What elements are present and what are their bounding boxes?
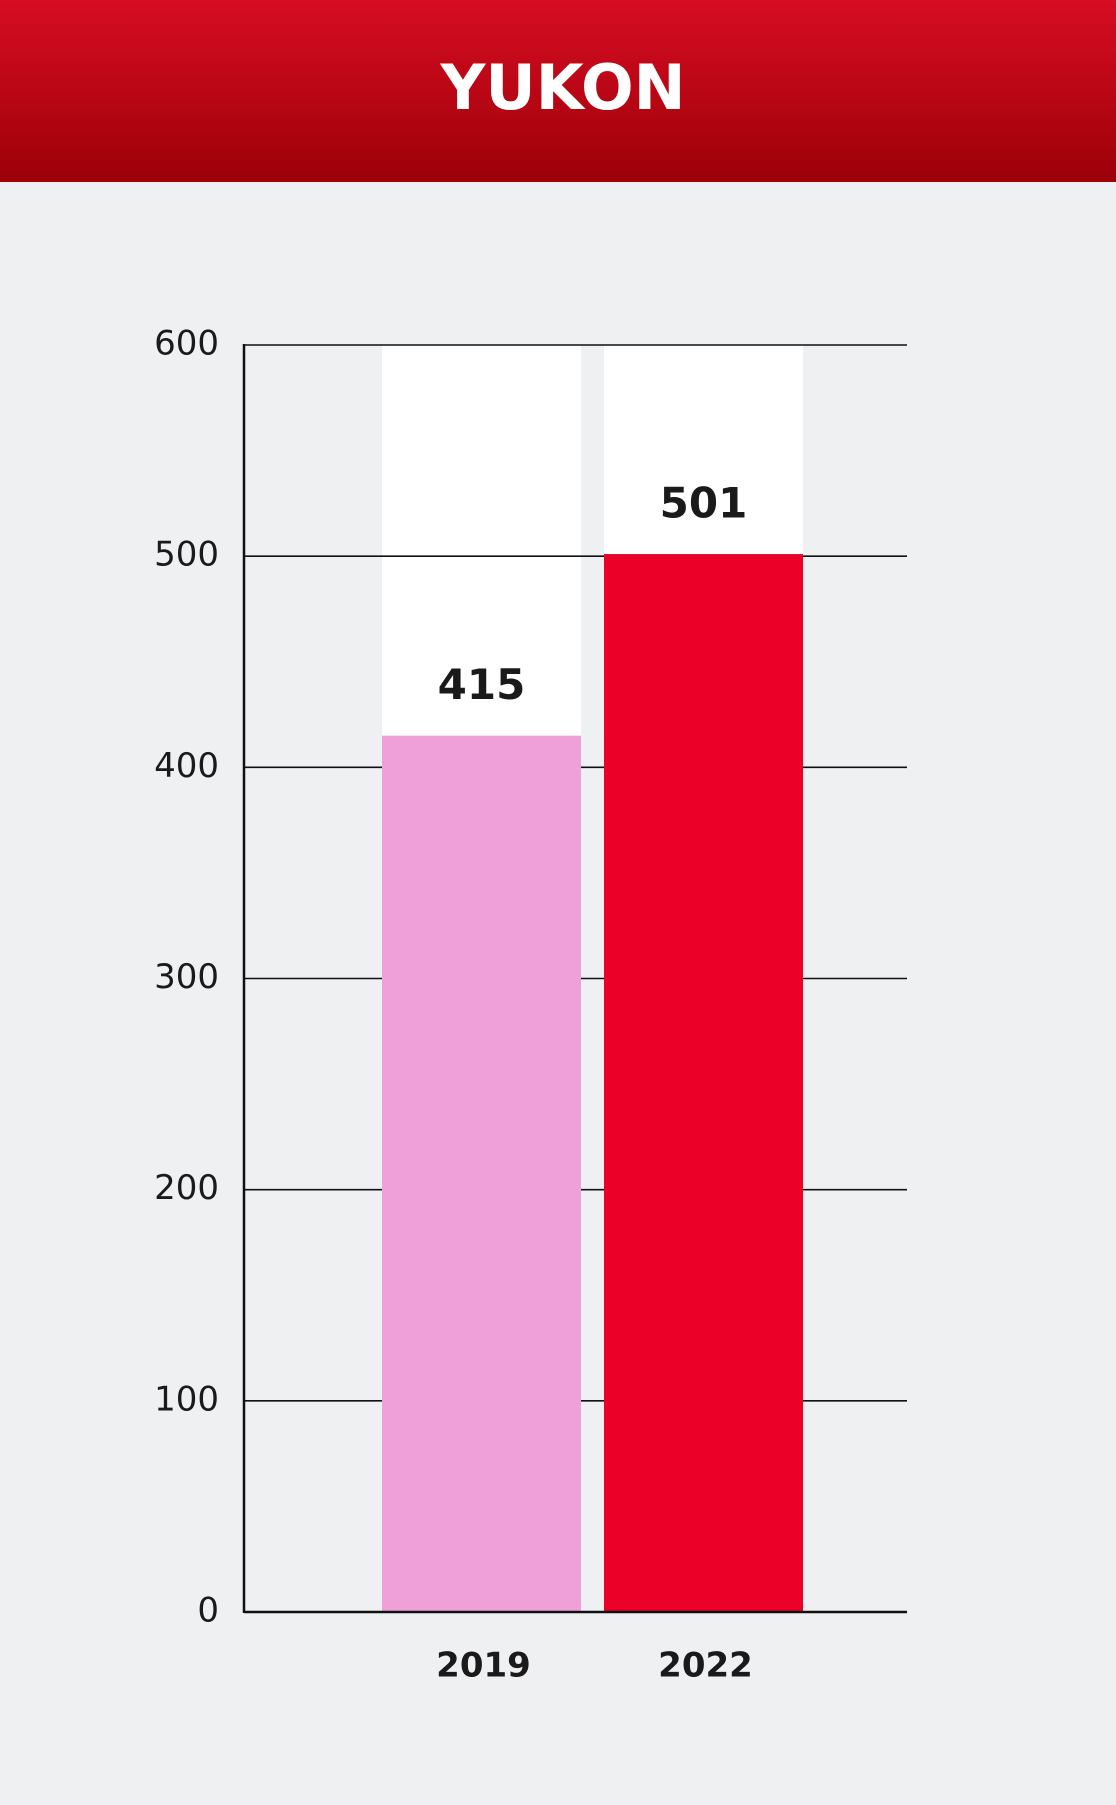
- y-tick-label: 200: [154, 1168, 219, 1208]
- chart-title: YUKON: [439, 51, 685, 124]
- x-tick-label: 2019: [436, 1646, 531, 1686]
- value-label: 415: [438, 660, 526, 709]
- y-tick-label: 0: [197, 1591, 219, 1631]
- bar: [382, 735, 581, 1612]
- y-tick-label: 500: [154, 535, 219, 575]
- y-tick-label: 300: [154, 957, 219, 997]
- header: [0, 0, 1116, 182]
- x-tick-label: 2022: [658, 1646, 753, 1686]
- y-tick-label: 100: [154, 1379, 219, 1419]
- value-label: 501: [660, 479, 748, 528]
- bars: [382, 554, 803, 1613]
- y-tick-label: 600: [154, 324, 219, 364]
- labels: 0 100 200 300 400 500 600 415 2019 501 2022: [154, 324, 907, 1686]
- y-tick-label: 400: [154, 746, 219, 786]
- bar: [604, 554, 803, 1613]
